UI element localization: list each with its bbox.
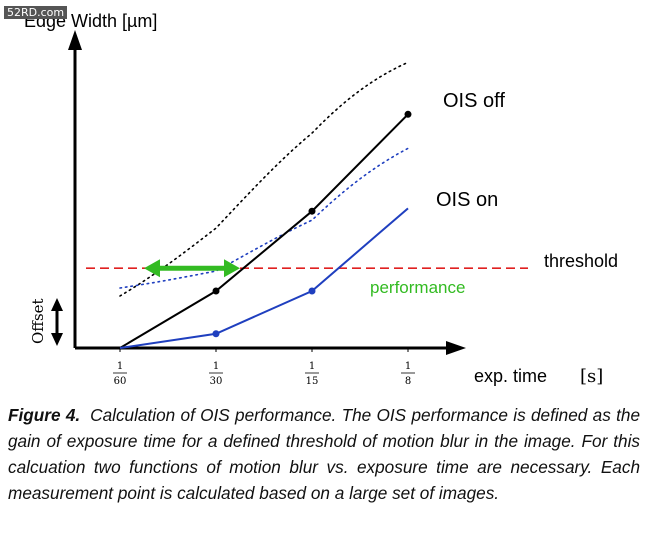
x-axis-label: exp. time <box>474 366 547 386</box>
figure-label: Figure 4. <box>8 405 81 425</box>
series-line-ois-on <box>119 207 409 349</box>
performance-arrow-right-icon <box>224 259 240 278</box>
offset-label: Offset <box>29 298 47 344</box>
ois-chart: Edge Width [µm] exp. time [s] Offset 160… <box>24 11 618 387</box>
x-tick-numerator: 1 <box>309 361 315 372</box>
data-point-ois-on <box>308 287 316 295</box>
offset-curve-ois-off <box>119 61 409 297</box>
offset-down-arrow-icon <box>51 333 63 346</box>
performance-label: performance <box>370 278 465 297</box>
data-point-ois-on <box>212 330 220 338</box>
threshold-label: threshold <box>544 251 618 271</box>
series-line-ois-off <box>119 113 409 349</box>
offset-indicator: Offset <box>29 298 63 346</box>
data-point-ois-off <box>308 207 316 215</box>
performance-arrow-left-icon <box>144 259 160 278</box>
x-tick-numerator: 1 <box>117 361 123 372</box>
data-point-ois-off <box>212 287 220 295</box>
data-point-ois-off <box>404 110 412 118</box>
caption-text: Calculation of OIS performance. The OIS … <box>8 405 641 503</box>
legend-ois-on: OIS on <box>436 189 498 211</box>
x-tick-numerator: 1 <box>213 361 219 372</box>
offset-curve-ois-on <box>119 147 409 289</box>
x-tick-denominator: 30 <box>210 376 223 387</box>
y-axis-arrow-icon <box>68 30 82 50</box>
figure-caption: Figure 4. Calculation of OIS performance.… <box>8 402 640 506</box>
offset-up-arrow-icon <box>51 298 63 311</box>
legend-ois-off: OIS off <box>443 90 505 112</box>
x-axis-unit: [s] <box>580 366 603 387</box>
x-tick-denominator: 15 <box>306 376 319 387</box>
x-tick-denominator: 60 <box>114 376 127 387</box>
x-tick-denominator: 8 <box>405 376 411 387</box>
x-axis-arrow-icon <box>446 341 466 355</box>
watermark: 52RD.com <box>4 6 68 19</box>
x-tick-numerator: 1 <box>405 361 411 372</box>
